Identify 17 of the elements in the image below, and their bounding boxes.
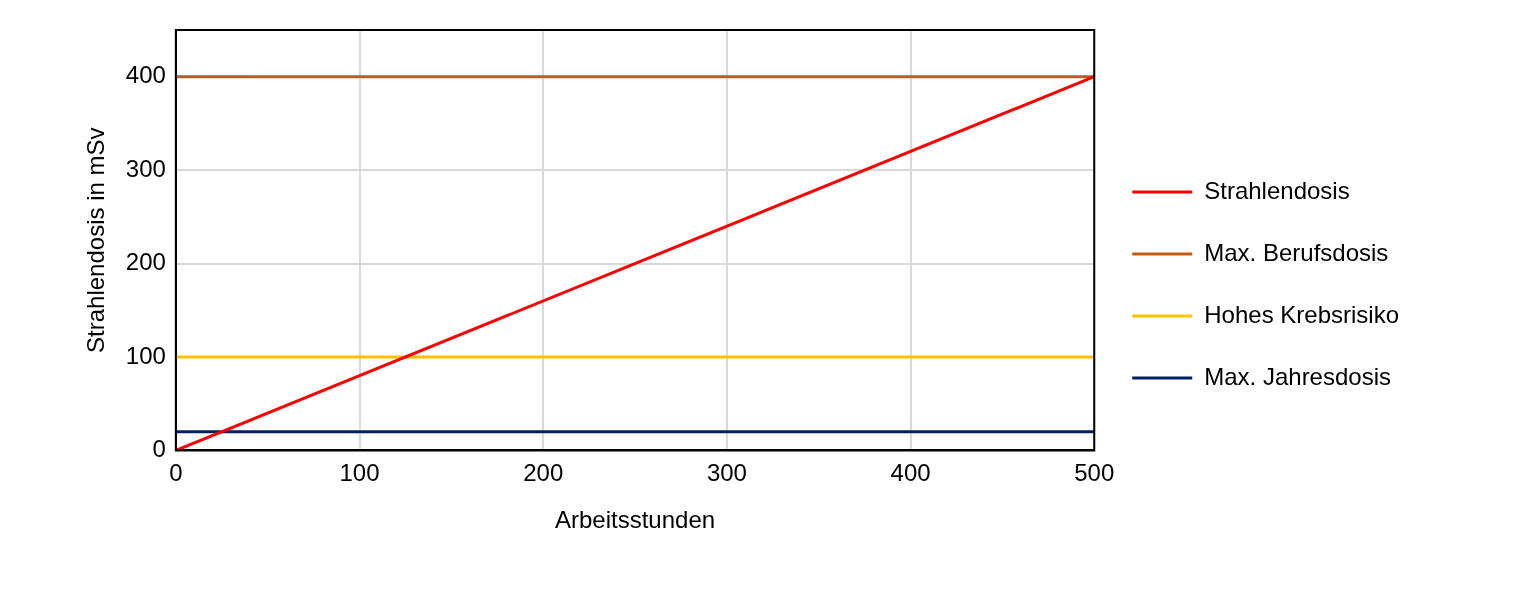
x-tick-label: 400 [890,459,931,487]
y-tick-label: 0 [152,435,166,463]
legend-label: Hohes Krebsrisiko [1204,300,1400,328]
y-tick-label: 300 [125,154,166,182]
y-axis-title: Strahlendosis in mSv [82,127,110,353]
y-tick-label: 100 [125,341,166,369]
x-tick-label: 300 [706,459,747,487]
y-tick-label: 200 [125,248,166,276]
x-tick-label: 100 [339,459,380,487]
x-axis-title: Arbeitsstunden [555,506,716,534]
x-tick-label: 0 [169,459,183,487]
x-tick-label: 500 [1074,459,1115,487]
x-tick-label: 200 [523,459,564,487]
legend-label: Strahlendosis [1204,176,1350,204]
legend-label: Max. Jahresdosis [1204,362,1392,390]
legend-label: Max. Berufsdosis [1204,238,1389,266]
y-tick-label: 400 [125,61,166,89]
